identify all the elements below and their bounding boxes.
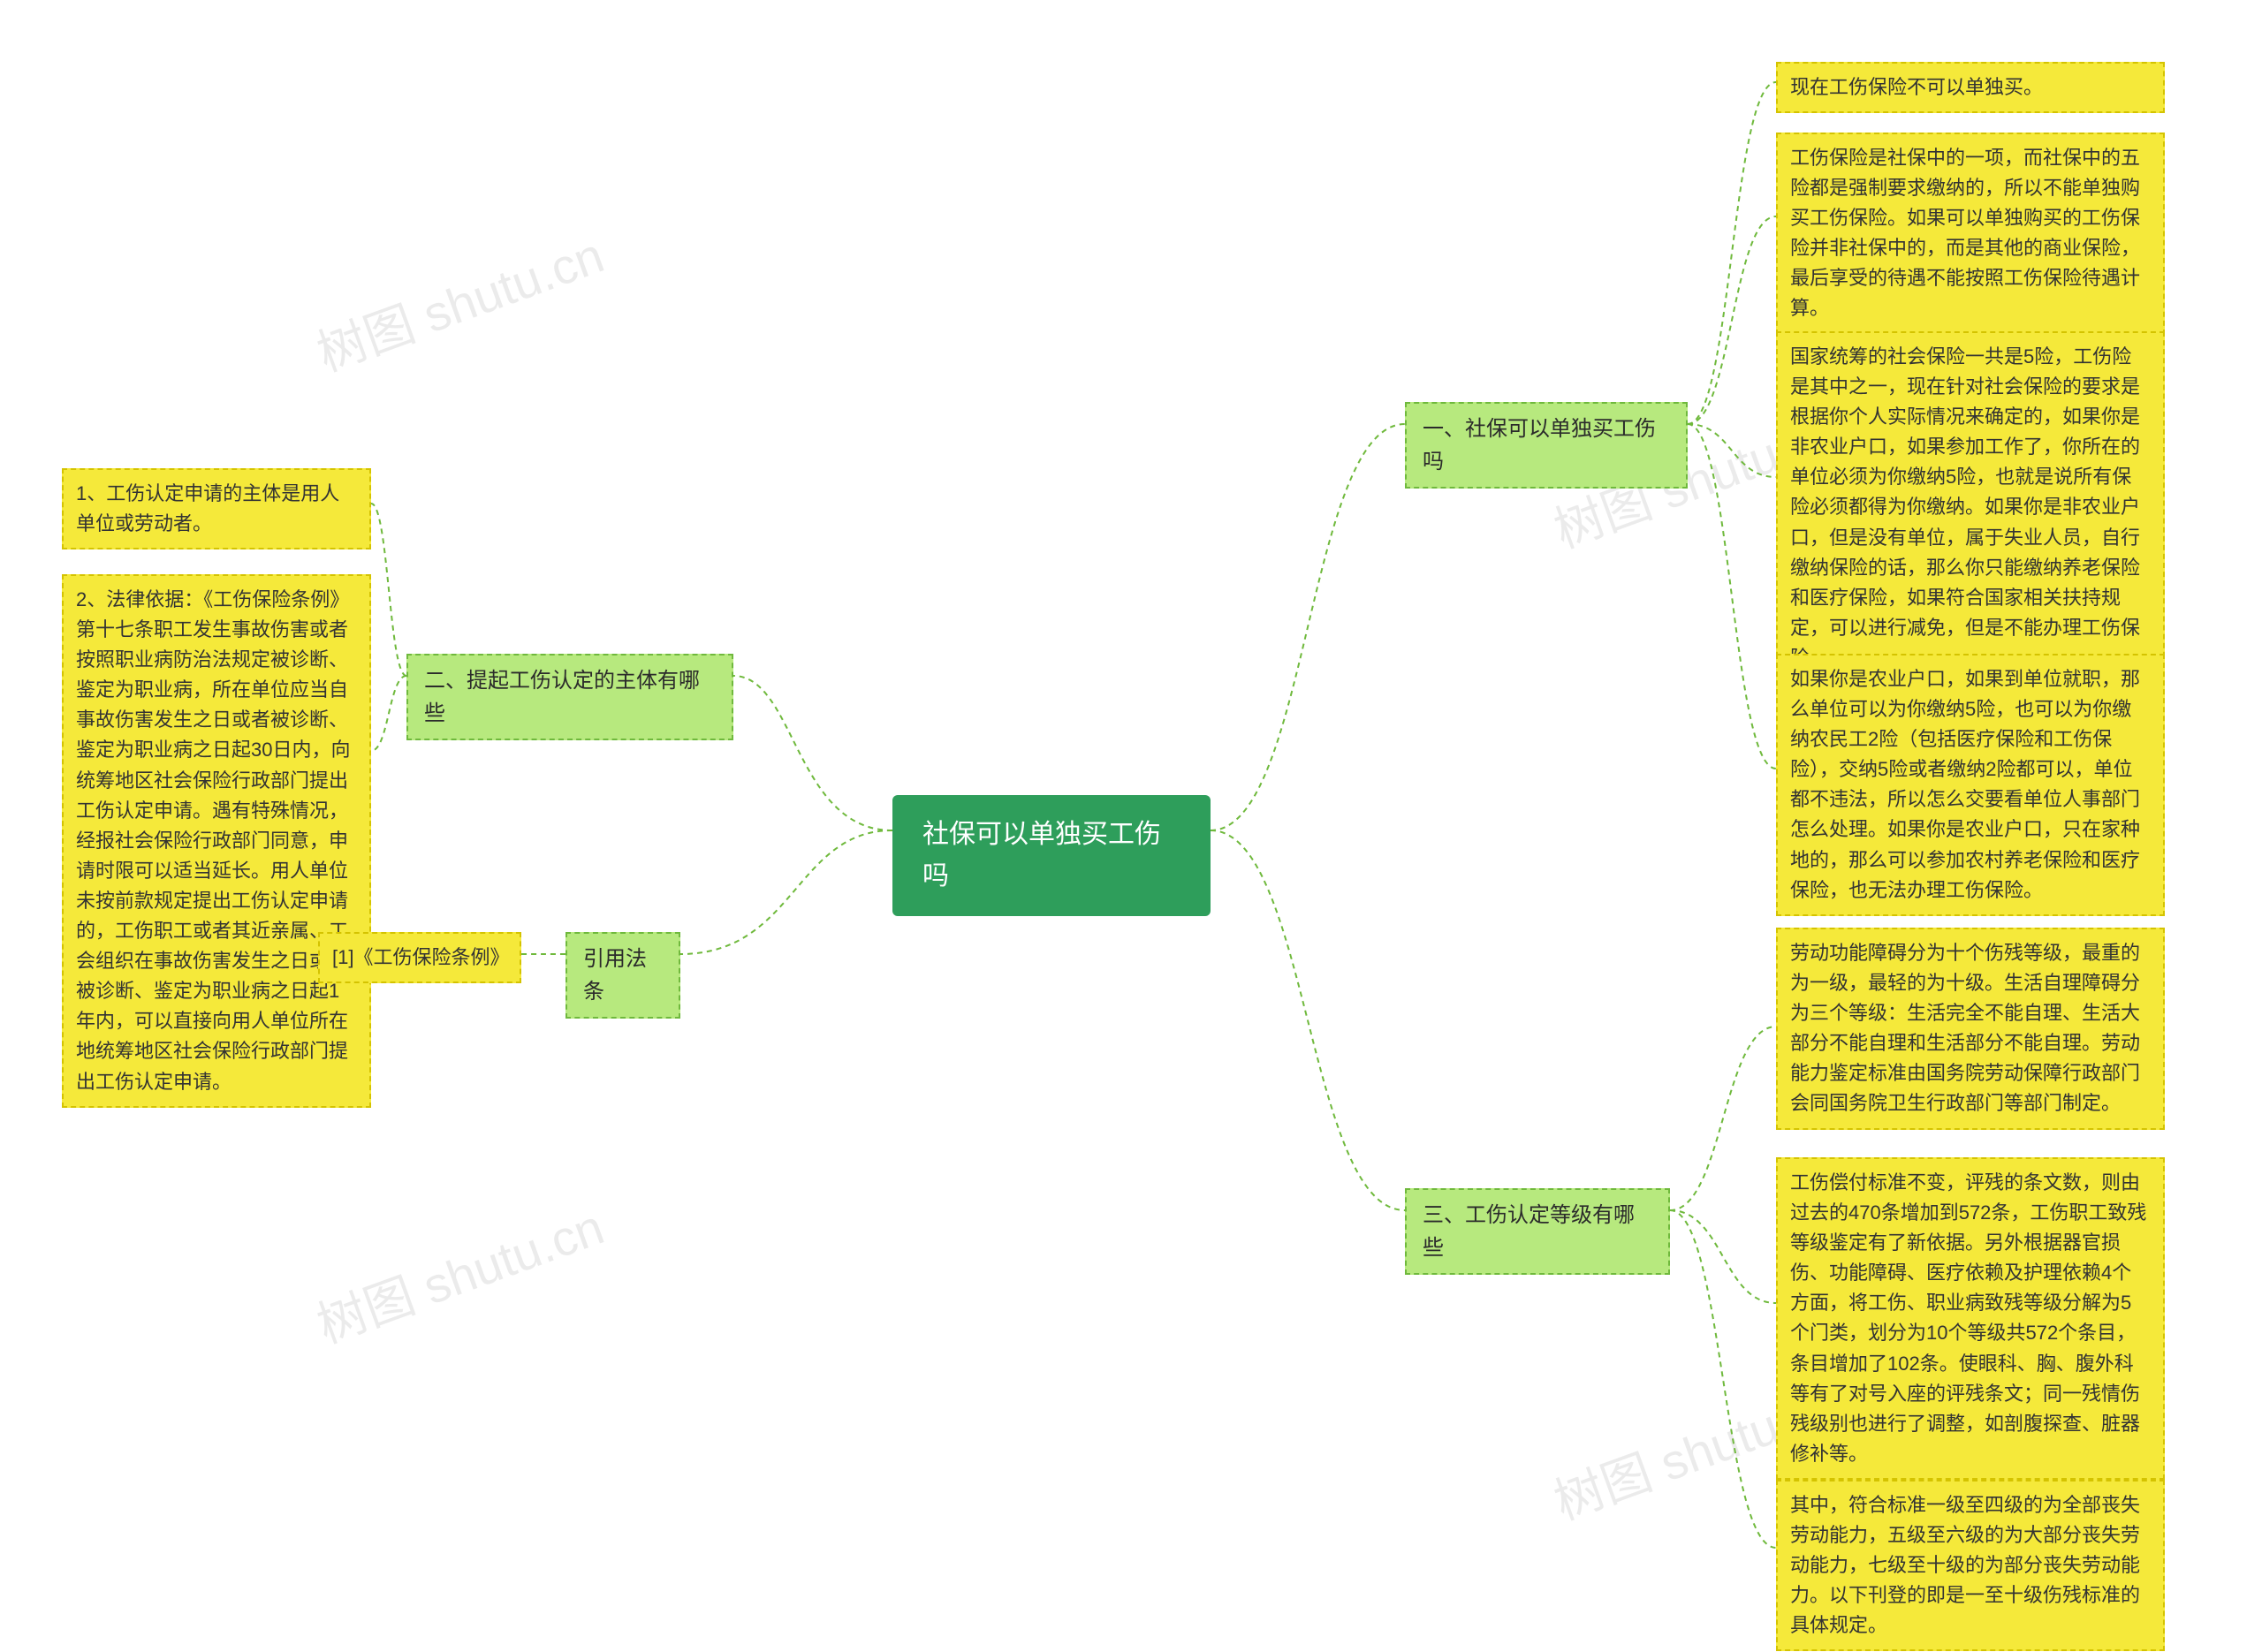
leaf-b3-1[interactable]: 劳动功能障碍分为十个伤残等级，最重的为一级，最轻的为十级。生活自理障碍分为三个等… xyxy=(1776,928,2165,1130)
watermark: 树图 shutu.cn xyxy=(306,1187,612,1357)
leaf-b3-3[interactable]: 其中，符合标准一级至四级的为全部丧失劳动能力，五级至六级的为大部分丧失劳动能力，… xyxy=(1776,1480,2165,1651)
mindmap-root[interactable]: 社保可以单独买工伤吗 xyxy=(892,795,1211,916)
branch-section3[interactable]: 三、工伤认定等级有哪些 xyxy=(1405,1188,1670,1275)
leaf-b1-4[interactable]: 如果你是农业户口，如果到单位就职，那么单位可以为你缴纳5险，也可以为你缴纳农民工… xyxy=(1776,654,2165,916)
leaf-b3-2[interactable]: 工伤偿付标准不变，评残的条文数，则由过去的470条增加到572条，工伤职工致残等… xyxy=(1776,1157,2165,1480)
leaf-b1-3[interactable]: 国家统筹的社会保险一共是5险，工伤险是其中之一，现在针对社会保险的要求是根据你个… xyxy=(1776,331,2165,684)
leaf-b4-1[interactable]: [1]《工伤保险条例》 xyxy=(318,932,521,983)
leaf-b2-2[interactable]: 2、法律依据：《工伤保险条例》第十七条职工发生事故伤害或者按照职业病防治法规定被… xyxy=(62,574,371,1108)
leaf-b2-1[interactable]: 1、工伤认定申请的主体是用人单位或劳动者。 xyxy=(62,468,371,549)
leaf-b1-2[interactable]: 工伤保险是社保中的一项，而社保中的五险都是强制要求缴纳的，所以不能单独购买工伤保… xyxy=(1776,133,2165,335)
branch-section2[interactable]: 二、提起工伤认定的主体有哪些 xyxy=(406,654,733,740)
branch-citation[interactable]: 引用法条 xyxy=(566,932,680,1019)
leaf-b1-1[interactable]: 现在工伤保险不可以单独买。 xyxy=(1776,62,2165,113)
watermark: 树图 shutu.cn xyxy=(306,216,612,385)
branch-section1[interactable]: 一、社保可以单独买工伤吗 xyxy=(1405,402,1688,489)
